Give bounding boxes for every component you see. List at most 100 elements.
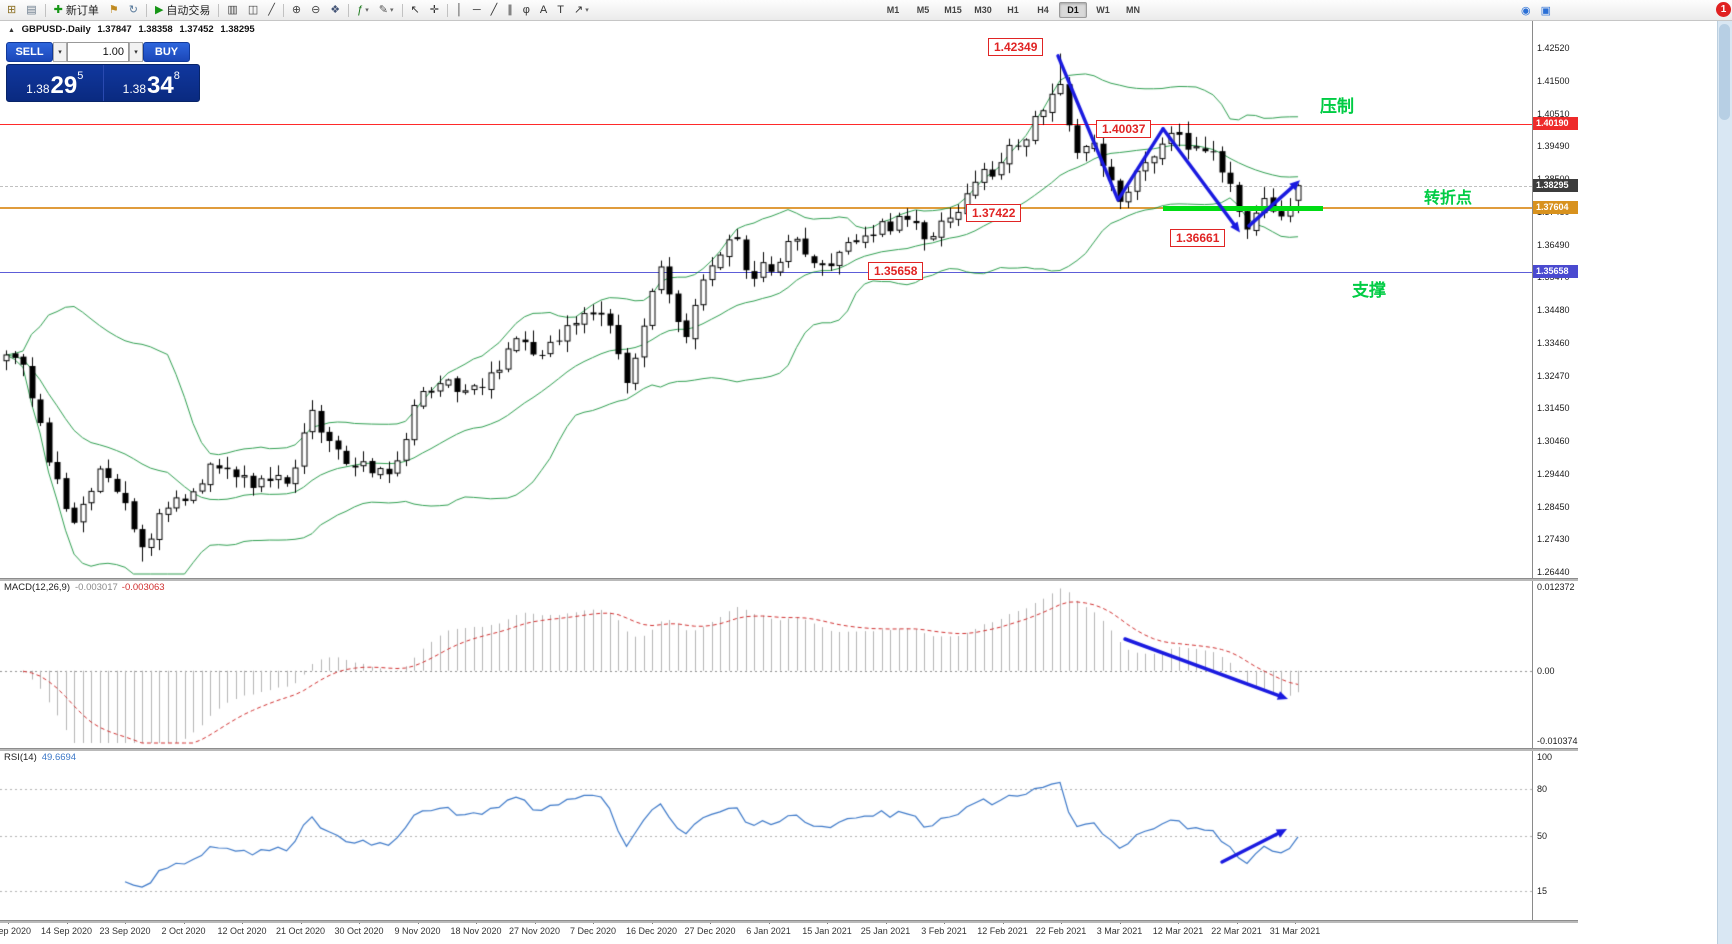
peak-price-callout[interactable]: 1.42349 [988,38,1044,56]
sell-options-dropdown[interactable]: ▾ [53,42,67,62]
toolbar-separator [401,3,403,17]
time-tick-label: 3 Mar 2021 [1096,926,1143,936]
macd-tick-label: 0.00 [1537,665,1555,676]
one-click-collapse-icon[interactable]: ▲ [8,27,15,34]
swing-low-callout[interactable]: 1.36661 [1170,229,1226,247]
resistance-annotation[interactable]: 压制 [1320,97,1354,116]
pivot-price-callout[interactable]: 1.37422 [966,204,1022,222]
time-tick-label: 22 Feb 2021 [1035,926,1087,936]
arrows-menu[interactable]: ↗ ▾ [569,0,594,20]
timeframe-button-h1[interactable]: H1 [1007,5,1019,15]
volume-input[interactable] [67,42,129,62]
line-chart-icon[interactable]: ╱ [263,0,280,20]
main-chart-canvas[interactable] [0,20,1532,578]
pivot-highlight-line[interactable] [1163,206,1323,211]
timeframe-button-m1[interactable]: M1 [886,5,900,15]
macd-tick-label: 0.012372 [1537,582,1575,592]
rsi-tick-label: 80 [1537,783,1548,794]
rsi-canvas[interactable] [0,749,1532,919]
turning-point-annotation[interactable]: 转折点 [1424,190,1473,207]
cursor-icon[interactable]: ↖ [406,0,425,20]
indicators-menu[interactable]: ƒ ▾ [352,0,374,20]
objects-menu[interactable]: ✎ ▾ [374,0,399,20]
open-value: 1.37847 [97,24,132,35]
tile-windows-icon[interactable]: ❖ [325,0,345,20]
alerts-icon[interactable]: ⚑ [104,0,124,20]
time-tick-label: 9 Nov 2020 [394,926,441,936]
scrollbar-thumb[interactable] [1719,24,1730,120]
macd-canvas[interactable] [0,579,1532,747]
macd-main-value: -0.003017 [75,582,118,593]
sell-price-display[interactable]: 1.38 29 5 [7,65,104,101]
chevron-down-icon: ▾ [585,7,589,14]
vertical-line-icon[interactable]: │ [451,0,468,20]
time-tick-label: 22 Mar 2021 [1211,926,1262,936]
toolbar-separator [145,3,147,17]
rsi-tick-label: 50 [1537,831,1548,841]
macd-panel-label: MACD(12,26,9) -0.003017 -0.003063 [4,582,165,593]
buy-price-pips: 34 [147,72,174,99]
crosshair-icon[interactable]: ✛ [425,0,444,20]
sell-button[interactable]: SELL [6,42,53,62]
macd-name: MACD(12,26,9) [4,582,70,593]
time-tick-label: 12 Feb 2021 [977,926,1028,936]
zoom-out-icon: ⊖ [311,4,321,16]
time-tick-label: 16 Dec 2020 [625,926,678,936]
new-chart-icon[interactable]: ⊞ [2,0,21,20]
macd-signal-value: -0.003063 [121,582,165,593]
profiles-icon[interactable]: ▤ [21,0,41,20]
zoom-in-icon[interactable]: ⊕ [287,0,306,20]
objects-menu: ✎ [378,4,389,16]
label-icon[interactable]: T [552,0,569,20]
arrows-menu: ↗ [573,4,584,16]
timeframe-button-h4[interactable]: H4 [1037,5,1049,15]
text-icon[interactable]: A [535,0,552,20]
trendline-icon[interactable]: ╱ [486,0,503,20]
toolbar-separator [348,3,350,17]
buy-button[interactable]: BUY [143,42,190,62]
time-tick-label: 31 Mar 2021 [1269,926,1321,936]
help-icon[interactable]: ▣ [1540,4,1552,17]
timeframe-button-m30[interactable]: M30 [974,5,992,15]
chevron-down-icon: ▾ [390,7,394,14]
current-price-tag: 1.38295 [1533,179,1578,192]
macd-panel-separator[interactable] [0,578,1578,581]
symbol-period-label: GBPUSD-.Daily [21,24,91,35]
timeframe-button-w1[interactable]: W1 [1096,5,1110,15]
timeframe-button-m15[interactable]: M15 [944,5,962,15]
time-tick-label: 27 Nov 2020 [508,926,561,936]
time-tick-label: 3 Sep 2020 [0,926,32,936]
timeframe-button-m5[interactable]: M5 [916,5,930,15]
price-tick-label: 1.30460 [1537,436,1570,446]
chart-title: ▲ GBPUSD-.Daily 1.37847 1.38358 1.37452 … [8,24,259,35]
sell-price-point: 5 [77,70,84,82]
lower-high-callout[interactable]: 1.40037 [1096,120,1152,138]
price-tick-label: 1.26440 [1537,567,1570,577]
support-annotation[interactable]: 支撑 [1352,281,1386,300]
time-tick-label: 6 Jan 2021 [746,926,791,936]
candlestick-chart-icon[interactable]: ◫ [243,0,263,20]
notification-badge[interactable]: 1 [1716,2,1731,17]
support-price-callout[interactable]: 1.35658 [868,262,924,280]
timeframe-button-mn[interactable]: MN [1126,5,1140,15]
zoom-out-icon[interactable]: ⊖ [306,0,325,20]
time-tick-label: 25 Jan 2021 [860,926,911,936]
fibonacci-icon[interactable]: φ [518,0,535,20]
horizontal-line-icon[interactable]: ─ [468,0,486,20]
vertical-scrollbar[interactable] [1717,0,1732,944]
tile-windows-icon: ❖ [330,4,341,16]
autotrade-button[interactable]: ▶ 自动交易 [150,0,215,20]
channel-icon[interactable]: ∥ [502,0,518,20]
buy-price-display[interactable]: 1.38 34 8 [104,65,200,101]
volume-dropdown[interactable]: ▾ [129,42,143,62]
rsi-panel-separator[interactable] [0,748,1578,751]
bar-chart-icon[interactable]: ▥ [222,0,242,20]
time-tick-label: 21 Oct 2020 [275,926,326,936]
price-tick-label: 1.41500 [1537,75,1570,86]
price-tick-label: 1.32470 [1537,370,1570,381]
community-icon[interactable]: ◉ [1521,4,1531,17]
new-order-button[interactable]: ✚ 新订单 [49,0,104,20]
time-tick-label: 3 Feb 2021 [921,926,967,936]
timeframe-button-d1[interactable]: D1 [1059,2,1087,18]
history-center-icon[interactable]: ↻ [124,0,143,20]
